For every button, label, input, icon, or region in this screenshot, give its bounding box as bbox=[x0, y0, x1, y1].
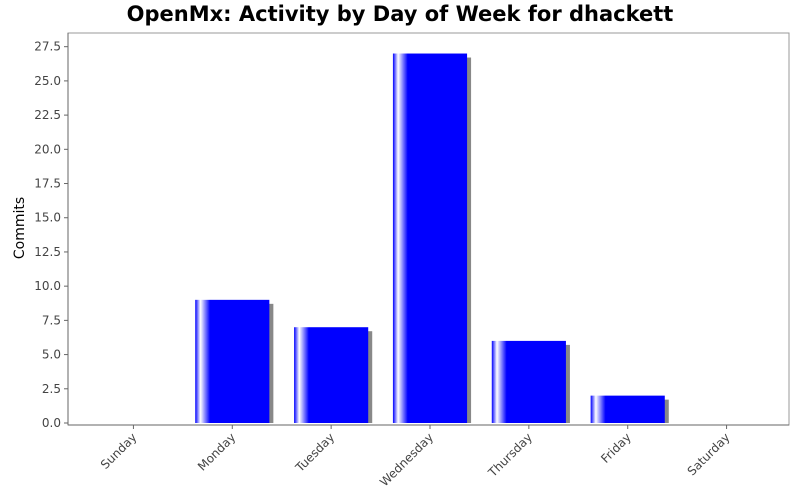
y-tick-label: 12.5 bbox=[34, 245, 61, 259]
y-tick-label: 25.0 bbox=[34, 74, 61, 88]
y-tick-label: 15.0 bbox=[34, 211, 61, 225]
y-axis-ticks: 0.0 2.5 5.0 7.5 10.0 12.5 15.0 17.5 20.0 22.5 25.0… bbox=[34, 40, 68, 430]
y-tick-label: 10.0 bbox=[34, 279, 61, 293]
bar-tuesday bbox=[294, 327, 369, 423]
x-tick-label: Sunday bbox=[98, 430, 140, 472]
x-tick-label: Monday bbox=[195, 430, 238, 473]
y-tick-label: 5.0 bbox=[42, 348, 61, 362]
x-tick-label: Wednesday bbox=[377, 430, 436, 489]
y-tick-label: 7.5 bbox=[42, 313, 61, 327]
x-tick-label: Thursday bbox=[485, 430, 535, 480]
y-tick-label: 22.5 bbox=[34, 108, 61, 122]
y-axis-title: Commits bbox=[12, 197, 28, 259]
y-tick-label: 17.5 bbox=[34, 177, 61, 191]
y-tick-label: 20.0 bbox=[34, 142, 61, 156]
x-tick-label: Tuesday bbox=[292, 430, 337, 475]
y-tick-label: 27.5 bbox=[34, 40, 61, 54]
x-axis-ticks: Sunday Monday Tuesday Wednesday Thursday Frid… bbox=[98, 425, 733, 489]
bar-wednesday bbox=[392, 53, 468, 424]
bar-thursday bbox=[491, 340, 566, 423]
bar-monday bbox=[195, 299, 270, 423]
chart-title: OpenMx: Activity by Day of Week for dhac… bbox=[126, 2, 674, 26]
x-tick-label: Saturday bbox=[685, 430, 733, 478]
bars bbox=[195, 53, 669, 424]
y-tick-label: 0.0 bbox=[42, 416, 61, 430]
x-tick-label: Friday bbox=[598, 430, 634, 466]
y-tick-label: 2.5 bbox=[42, 382, 61, 396]
bar-friday bbox=[590, 395, 665, 423]
